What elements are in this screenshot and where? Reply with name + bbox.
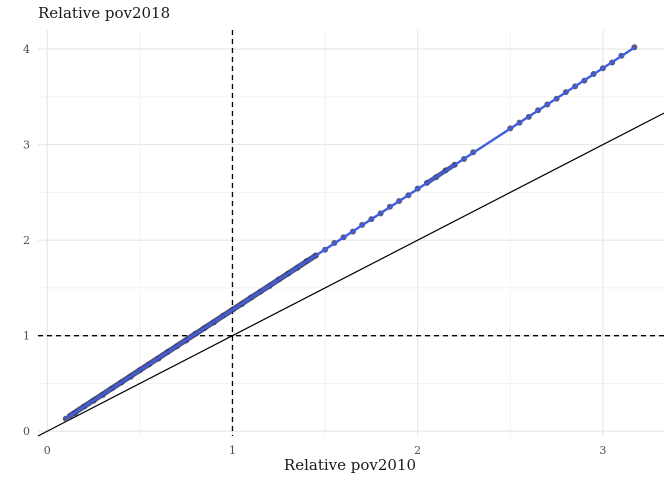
y-tick-label: 4 [23,43,30,56]
x-tick-label: 3 [599,444,606,457]
x-tick-label: 0 [44,444,51,457]
x-tick-label: 1 [229,444,236,457]
x-tick-label: 2 [414,444,421,457]
fit-line-layer [65,46,636,420]
reference-lines [37,30,665,437]
y-tick-label: 3 [23,139,30,152]
identity-line [37,112,665,437]
tick-labels: 0 1 2 3 0 1 2 3 4 [23,43,606,457]
y-tick-label: 0 [23,425,30,438]
x-axis-label: Relative pov2010 [284,456,416,474]
y-axis-label: Relative pov2018 [38,4,170,22]
y-tick-label: 1 [23,330,30,343]
y-tick-label: 2 [23,234,30,247]
fit-line [65,46,636,420]
grid-layer [38,30,664,436]
